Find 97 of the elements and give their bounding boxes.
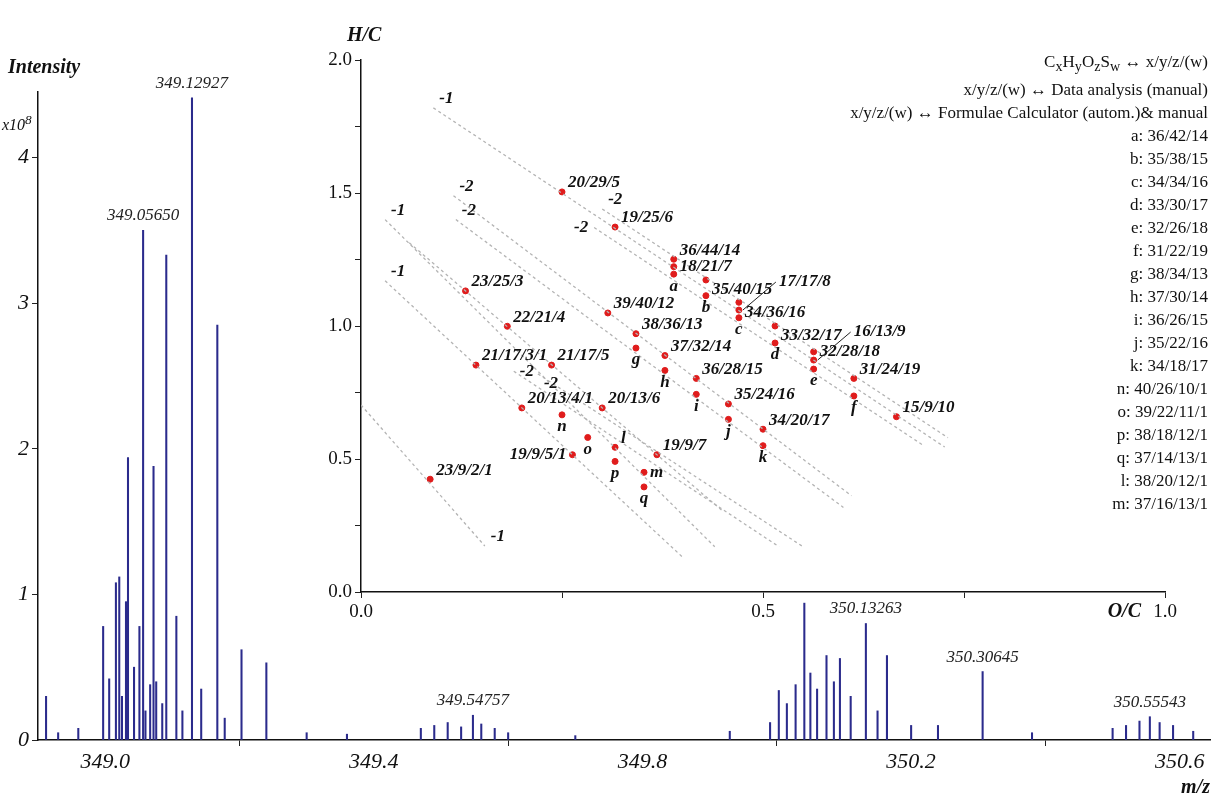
annotation: 19/25/6	[621, 207, 674, 227]
text: x10$^{8}$	[2, 112, 32, 135]
annotation: 36/44/14	[678, 239, 741, 259]
x-tick-label: 349.0	[79, 747, 130, 773]
annotation: 350.30645	[945, 646, 1019, 666]
annotation: h: 37/30/14	[1130, 287, 1208, 307]
annotation: f	[851, 397, 860, 417]
x-tick-label: 350.6	[1154, 747, 1205, 773]
annotation: 15/9/10	[902, 397, 955, 417]
annotation: x/y/z/(w) ↔ Data analysis (manual)	[962, 79, 1208, 102]
y-tick-label: 2.0	[328, 47, 352, 69]
annotation: -1	[439, 88, 454, 108]
annotation: c	[735, 319, 744, 339]
x-tick-label: 349.8	[616, 747, 668, 773]
annotation: c: 34/34/16	[1130, 171, 1208, 194]
annotation: d: 33/30/17	[1129, 194, 1208, 217]
y-axis-title: H/C	[346, 23, 383, 46]
annotation: i: 36/26/15	[1133, 310, 1208, 330]
annotation: -2	[461, 199, 477, 219]
annotation: n	[557, 416, 567, 436]
annotation: -2	[459, 176, 475, 196]
annotation: o	[583, 438, 592, 458]
annotation: 350.55543	[1112, 691, 1186, 711]
x-tick-label: 0.0	[349, 600, 373, 622]
annotation: 34/20/17	[768, 409, 831, 429]
x-tick-label: 349.4	[348, 747, 399, 773]
y-tick-label: 0	[18, 725, 29, 751]
annotation: b: 35/38/15	[1129, 148, 1208, 171]
annotation: q: 37/14/13/1	[1115, 447, 1208, 470]
annotation: 38/36/13	[640, 314, 703, 334]
annotation: e	[809, 370, 818, 390]
annotation: 349.05650	[105, 205, 180, 225]
annotation: 23/9/2/1	[435, 459, 493, 479]
annotation: e: 32/26/18	[1130, 217, 1208, 240]
annotation: l	[621, 427, 627, 447]
annotation: 23/25/3	[470, 271, 524, 291]
annotation: 18/21/7	[679, 256, 734, 276]
annotation: 34/36/16	[743, 301, 806, 321]
annotation: q	[639, 488, 649, 508]
y-tick-label: 0.5	[328, 446, 352, 468]
annotation: a: 36/42/14	[1130, 125, 1208, 148]
annotation: p: 38/18/12/1	[1116, 425, 1208, 445]
annotation: g: 38/34/13	[1130, 264, 1208, 284]
y-tick-label: 4	[18, 143, 29, 169]
annotation: 19/9/7	[662, 435, 708, 455]
annotation: b	[701, 297, 711, 317]
annotation: m	[650, 461, 664, 481]
annotation: 21/17/5	[556, 345, 610, 365]
x-axis-title: O/C	[1107, 599, 1142, 622]
annotation: n: 40/26/10/1	[1116, 379, 1208, 399]
annotation: a	[669, 275, 679, 295]
x-axis-title: m/z	[1181, 775, 1211, 798]
annotation: 349.12927	[154, 72, 230, 92]
annotation: l: 38/20/12/1	[1119, 470, 1208, 493]
annotation: 39/40/12	[612, 293, 675, 313]
text: C$_{x}$H$_{y}$O$_{z}$S$_{w}$ ↔ x/y/z/(w)	[1044, 52, 1208, 75]
annotation: 36/28/15	[701, 358, 764, 378]
annotation: 349.54757	[435, 690, 511, 710]
annotation: 17/17/8	[778, 271, 832, 291]
y-tick-label: 2	[18, 434, 29, 460]
annotation: k	[758, 447, 768, 467]
y-tick-label: 1.0	[328, 313, 352, 335]
annotation: -2	[608, 189, 623, 209]
annotation: j: 35/22/16	[1133, 333, 1208, 353]
annotation: 16/13/9	[853, 321, 907, 341]
annotation: p	[608, 462, 620, 482]
annotation: i	[693, 395, 699, 415]
annotation: 20/29/5	[567, 172, 621, 192]
annotation: m: 37/16/13/1	[1111, 493, 1208, 516]
annotation: 350.13263	[828, 598, 902, 618]
annotation: 19/9/5/1	[509, 444, 567, 464]
y-tick-label: 0.0	[328, 579, 352, 601]
annotation: 33/32/17	[780, 325, 844, 345]
annotation: -1	[391, 261, 406, 281]
x-tick-label: 1.0	[1153, 600, 1177, 622]
annotation: -2	[573, 216, 589, 236]
y-axis-title: Intensity	[7, 55, 81, 79]
y-tick-label: 3	[17, 288, 29, 314]
annotation: f: 31/22/19	[1131, 240, 1208, 263]
annotation: d	[770, 344, 780, 364]
y-tick-label: 1	[18, 580, 29, 606]
annotation: x/y/z/(w) ↔ Formulae Calculator (autom.)& manual	[849, 102, 1208, 125]
annotation: h	[660, 371, 670, 391]
y-tick-label: 1.5	[328, 180, 352, 202]
annotation: g	[630, 349, 641, 369]
annotation: o: 39/22/11/1	[1117, 402, 1208, 422]
annotation: 31/24/19	[858, 358, 921, 378]
annotation: 20/13/6	[607, 388, 661, 408]
annotation: k: 34/18/17	[1130, 356, 1208, 376]
annotation: j	[723, 420, 732, 440]
x-tick-label: 0.5	[751, 600, 775, 622]
x-tick-label: 350.2	[885, 747, 936, 773]
annotation: 37/32/14	[669, 335, 732, 355]
annotation: -1	[490, 526, 505, 546]
annotation: 35/24/16	[733, 384, 796, 404]
annotation: -1	[391, 199, 406, 219]
annotation: 22/21/4	[512, 306, 566, 326]
